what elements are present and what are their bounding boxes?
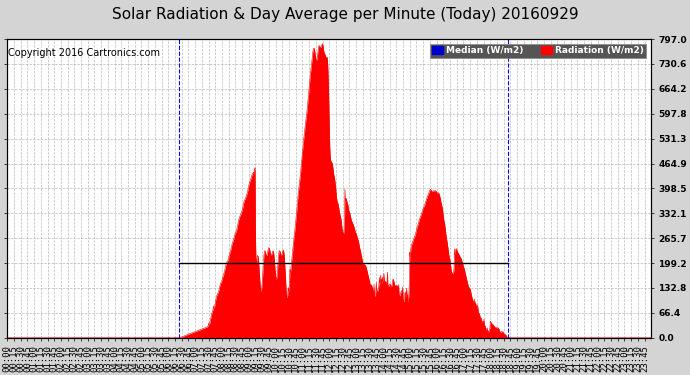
Text: Copyright 2016 Cartronics.com: Copyright 2016 Cartronics.com (8, 48, 160, 58)
Legend: Median (W/m2), Radiation (W/m2): Median (W/m2), Radiation (W/m2) (429, 44, 647, 58)
Text: Solar Radiation & Day Average per Minute (Today) 20160929: Solar Radiation & Day Average per Minute… (112, 8, 578, 22)
